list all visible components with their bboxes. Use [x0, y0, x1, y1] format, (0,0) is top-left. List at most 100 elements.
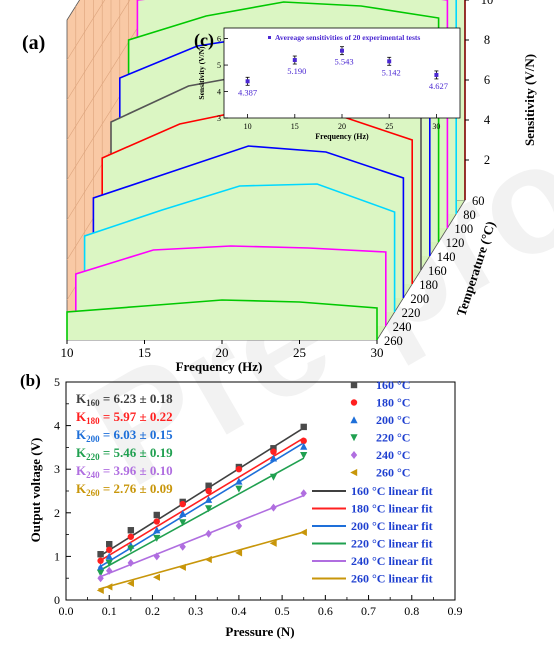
data-point: [106, 566, 113, 575]
inset-data-point: [245, 79, 250, 84]
x-tick-label: 20: [216, 345, 229, 360]
x-tick-label: 0.2: [145, 604, 160, 618]
legend-label: 180 °C: [376, 396, 410, 410]
data-point: [97, 557, 104, 564]
y-tick-label: 1: [54, 549, 60, 563]
sensitivity-tick-label: 4: [484, 113, 491, 127]
y-axis-label: Output voltage (V): [28, 438, 43, 543]
data-point: [153, 534, 161, 542]
sensitivity-tick-label: 8: [484, 33, 490, 47]
data-point: [235, 549, 243, 557]
panel-a-label: (a): [22, 32, 45, 54]
fit-line: [98, 437, 305, 563]
data-point: [97, 551, 104, 558]
inset-legend-text: Avereage sensitivities of 20 experimenta…: [275, 33, 420, 42]
data-point: [153, 552, 160, 561]
data-point: [97, 563, 105, 571]
sensitivity-tick-label: 6: [484, 73, 490, 87]
data-point: [105, 559, 113, 567]
inset-x-tick-label: 30: [432, 122, 440, 131]
data-point: [300, 437, 307, 445]
legend-label: 160 °C linear fit: [351, 484, 433, 498]
legend-label: 260 °C: [376, 466, 410, 480]
data-point: [153, 526, 161, 534]
inset-data-point: [434, 72, 439, 77]
inset-data-label: 4.387: [238, 87, 257, 97]
data-point: [153, 573, 160, 581]
ribbon-fill: [67, 300, 377, 340]
data-point: [299, 528, 307, 536]
temperature-tick-label: 180: [419, 278, 438, 292]
x-tick-label: 15: [138, 345, 151, 360]
data-point: [269, 454, 278, 462]
legend-label: 200 °C linear fit: [351, 519, 433, 533]
legend-label: 240 °C linear fit: [351, 554, 433, 568]
legend-marker: [350, 468, 358, 477]
inset-data-point: [387, 59, 392, 64]
legend-marker: [350, 434, 358, 442]
data-point: [269, 473, 278, 481]
inset-data-label: 5.543: [334, 57, 353, 67]
data-point: [97, 574, 104, 583]
data-point: [153, 518, 160, 525]
data-point: [205, 505, 213, 513]
y-tick-label: 4: [54, 419, 60, 433]
x-tick-label: 30: [371, 345, 384, 360]
slope-annotation: K240 = 3.96 ± 0.10: [76, 463, 173, 480]
ribbon-line: [75, 245, 387, 326]
inset-x-tick-label: 25: [385, 122, 393, 131]
y-tick-label: 5: [54, 375, 60, 389]
data-point: [205, 487, 212, 495]
inset-plot-area: [223, 27, 461, 119]
temperature-tick-label: 80: [463, 208, 476, 222]
data-point: [270, 448, 277, 455]
legend-label: 200 °C: [376, 413, 410, 427]
y-tick-label: 3: [54, 462, 60, 476]
panel-c-label: (c): [194, 30, 214, 51]
temperature-tick-label: 100: [454, 222, 473, 236]
legend-marker: [350, 399, 358, 406]
inset-x-axis-label: Frequency (Hz): [315, 132, 369, 141]
data-point: [235, 466, 243, 473]
inset-data-label: 5.190: [287, 66, 306, 76]
data-point: [153, 511, 160, 519]
data-point: [300, 452, 308, 459]
legend-marker: [350, 416, 358, 424]
data-point: [205, 482, 212, 489]
legend-label: 260 °C linear fit: [351, 572, 433, 586]
data-point: [97, 569, 105, 577]
temperature-tick-label: 220: [402, 306, 421, 320]
data-point: [179, 509, 187, 517]
data-point: [105, 583, 113, 591]
x-tick-label: 0.9: [448, 604, 463, 618]
inset-x-tick-label: 10: [244, 122, 252, 131]
slope-annotation: K260 = 2.76 ± 0.09: [76, 481, 173, 498]
inset-data-point: [340, 48, 344, 53]
legend-marker: [350, 451, 358, 459]
temperature-tick-label: 60: [472, 194, 485, 208]
data-point: [127, 558, 134, 567]
x-axis-label: Frequency (Hz): [176, 359, 263, 374]
temperature-tick-label: 140: [437, 250, 456, 264]
data-point: [300, 489, 307, 498]
inset-y-axis-label: Sensitivity (V/N): [197, 46, 206, 100]
legend-label: 240 °C: [376, 448, 410, 462]
sensitivity-axis-label: Sensitivity (V/N): [522, 54, 537, 146]
temperature-tick-label: 200: [410, 292, 429, 306]
y-tick-label: 2: [54, 506, 60, 520]
data-point: [235, 477, 243, 485]
slope-annotation: K200 = 6.03 ± 0.15: [76, 427, 173, 444]
data-point: [235, 485, 243, 493]
x-tick-label: 0.1: [102, 604, 117, 618]
temperature-tick-label: 260: [384, 334, 403, 348]
data-point: [204, 555, 212, 564]
inset-y-tick-label: 4: [217, 88, 221, 97]
temperature-tick-label: 160: [428, 264, 447, 278]
side-wall-gridline: [66, 0, 131, 101]
ribbon-line: [83, 183, 396, 312]
x-tick-label: 0.3: [188, 604, 203, 618]
data-point: [270, 503, 277, 512]
x-axis-label: Pressure (N): [225, 624, 294, 639]
x-tick-label: 0.6: [318, 604, 333, 618]
